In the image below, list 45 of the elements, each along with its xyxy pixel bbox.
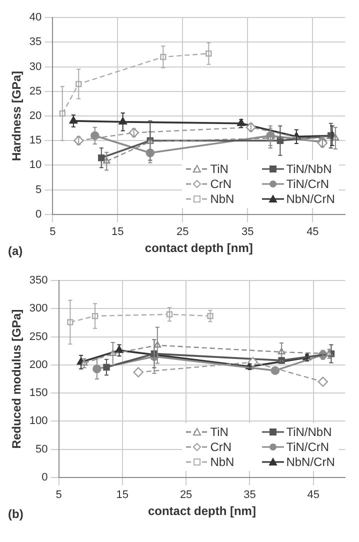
legend-label: TiN/CrN [286,440,330,454]
x-tick-label: 25 [180,489,192,502]
legend-label: TiN/NbN [286,162,332,176]
x-tick-label: 35 [244,489,256,502]
y-tick-label: 250 [29,330,48,343]
legend-label: NbN/CrN [286,192,335,206]
legend-label: TiN/CrN [286,177,330,192]
x-axis-title: contact depth [nm] [148,504,256,518]
y-tick-label: 10 [29,159,42,172]
text: (b) [8,507,24,521]
y-tick-label: 5 [36,184,42,196]
y-axis-title: Hardness [GPa] [10,70,24,162]
x-tick-label: 15 [112,226,124,238]
y-tick-label: 350 [29,274,48,287]
y-tick-label: 100 [29,415,48,428]
y-tick-label: 30 [29,60,42,73]
y-tick-label: 0 [42,471,48,484]
y-tick-label: 20 [29,110,42,122]
y-tick-label: 0 [36,208,42,220]
y-tick-label: 50 [36,443,48,456]
legend-label: NbN [210,455,234,470]
x-tick-label: 15 [116,489,129,502]
legend-label: TiN/NbN [286,425,332,440]
x-tick-label: 5 [56,489,62,502]
x-tick-label: 45 [307,489,320,502]
y-tick-label: 35 [29,36,42,48]
y-tick-label: 200 [29,358,48,371]
x-tick-label: 5 [50,226,56,238]
legend-label: TiN [210,425,228,440]
y-tick-label: 25 [29,85,42,98]
x-tick-label: 35 [242,226,254,238]
legend-label: TiN [210,162,228,176]
x-axis-title: contact depth [nm] [144,241,253,256]
legend-label: CrN [210,177,232,192]
text: (a) [8,244,23,258]
legend-label: CrN [210,440,232,454]
y-tick-label: 300 [29,302,48,315]
x-tick-label: 25 [176,226,189,238]
y-axis-title: Reduced modulus [GPa] [10,309,24,449]
x-tick-label: 45 [306,226,319,238]
y-tick-label: 150 [29,387,48,400]
y-tick-label: 40 [29,12,42,24]
legend-label: NbN [210,192,234,206]
y-tick-label: 15 [29,134,42,147]
legend-label: NbN/CrN [286,455,335,470]
